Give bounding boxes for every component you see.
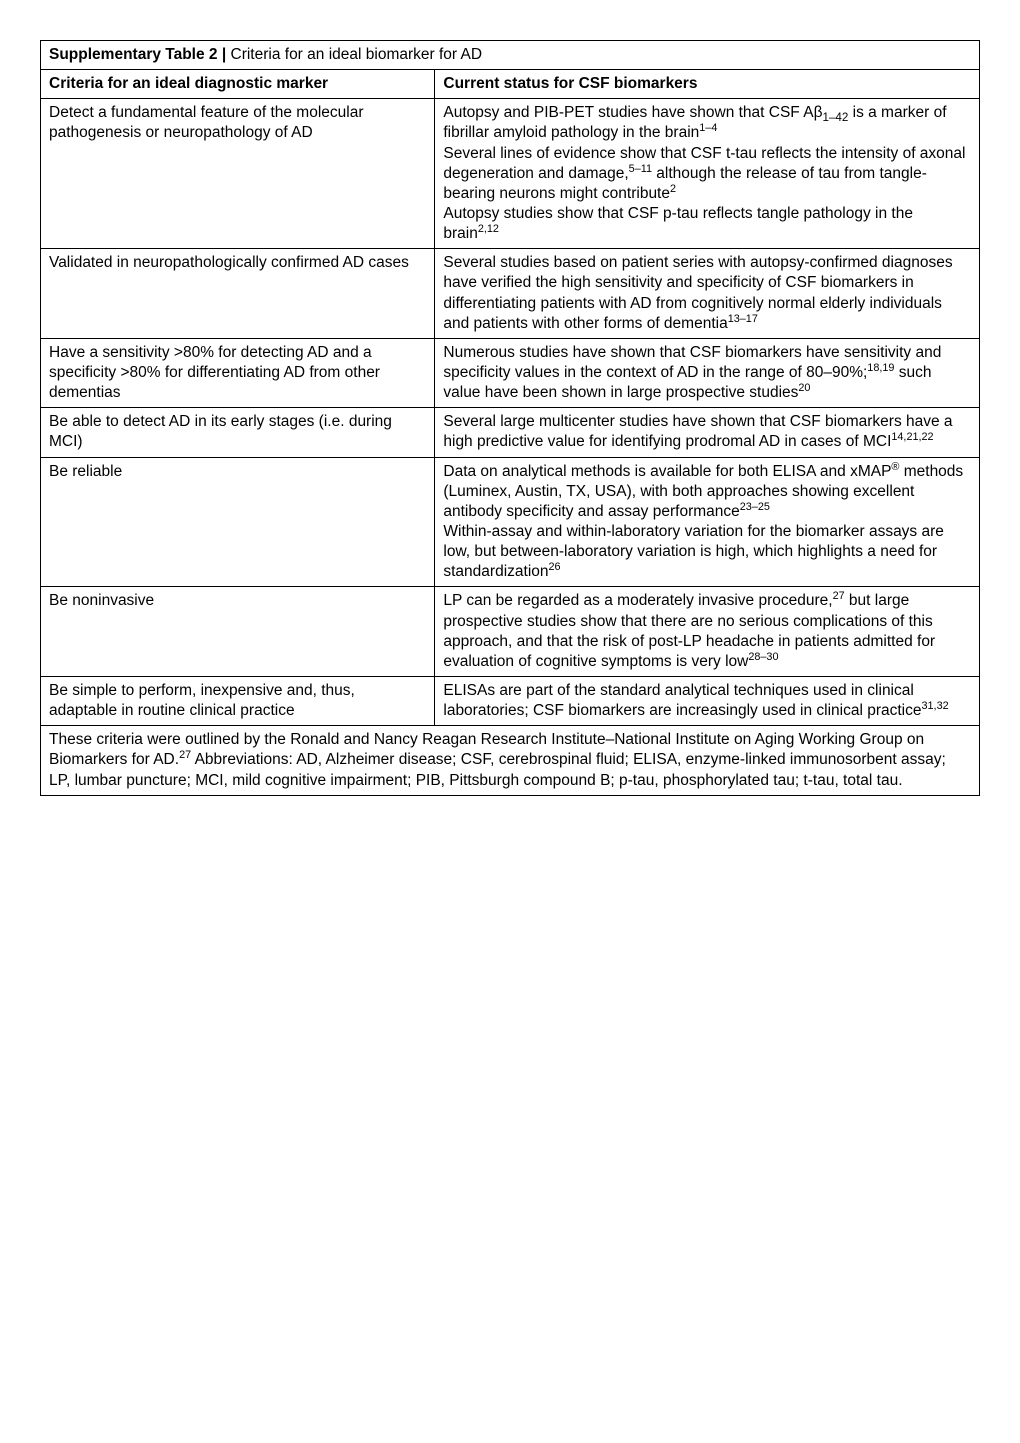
table-body: Supplementary Table 2 | Criteria for an … (41, 41, 980, 796)
table-row: Have a sensitivity >80% for detecting AD… (41, 338, 980, 407)
status-cell: Several large multicenter studies have s… (435, 408, 980, 457)
table-title-rest: Criteria for an ideal biomarker for AD (231, 46, 483, 63)
criteria-cell: Detect a fundamental feature of the mole… (41, 99, 435, 249)
status-cell: Numerous studies have shown that CSF bio… (435, 338, 980, 407)
document-page: Supplementary Table 2 | Criteria for an … (40, 40, 980, 796)
table-row: Be noninvasiveLP can be regarded as a mo… (41, 587, 980, 677)
table-footer-cell: These criteria were outlined by the Rona… (41, 726, 980, 795)
table-row: Be simple to perform, inexpensive and, t… (41, 676, 980, 725)
table-footer-row: These criteria were outlined by the Rona… (41, 726, 980, 795)
table-row: Detect a fundamental feature of the mole… (41, 99, 980, 249)
criteria-cell: Be able to detect AD in its early stages… (41, 408, 435, 457)
status-cell: Autopsy and PIB-PET studies have shown t… (435, 99, 980, 249)
table-row: Be able to detect AD in its early stages… (41, 408, 980, 457)
table-title-row: Supplementary Table 2 | Criteria for an … (41, 41, 980, 70)
status-cell: LP can be regarded as a moderately invas… (435, 587, 980, 677)
table-row: Validated in neuropathologically confirm… (41, 249, 980, 339)
table-title-cell: Supplementary Table 2 | Criteria for an … (41, 41, 980, 70)
status-cell: ELISAs are part of the standard analytic… (435, 676, 980, 725)
criteria-cell: Have a sensitivity >80% for detecting AD… (41, 338, 435, 407)
criteria-cell: Be noninvasive (41, 587, 435, 677)
table-header-row: Criteria for an ideal diagnostic marker … (41, 70, 980, 99)
table-row: Be reliableData on analytical methods is… (41, 457, 980, 587)
table-title-bold: Supplementary Table 2 | (49, 46, 231, 63)
status-cell: Several studies based on patient series … (435, 249, 980, 339)
header-right: Current status for CSF biomarkers (435, 70, 980, 99)
criteria-cell: Be simple to perform, inexpensive and, t… (41, 676, 435, 725)
status-cell: Data on analytical methods is available … (435, 457, 980, 587)
header-left: Criteria for an ideal diagnostic marker (41, 70, 435, 99)
criteria-cell: Be reliable (41, 457, 435, 587)
criteria-cell: Validated in neuropathologically confirm… (41, 249, 435, 339)
biomarker-criteria-table: Supplementary Table 2 | Criteria for an … (40, 40, 980, 796)
